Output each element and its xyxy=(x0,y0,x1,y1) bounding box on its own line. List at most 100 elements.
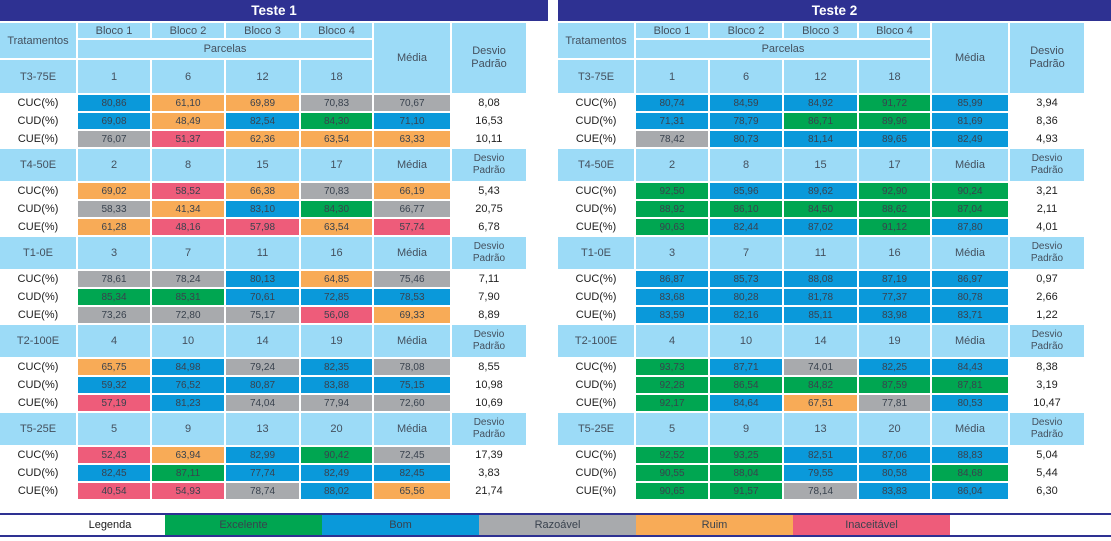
value-cell: 79,24 xyxy=(226,359,299,375)
media-cell: 57,74 xyxy=(374,219,450,235)
value-cell: 88,04 xyxy=(710,465,782,481)
stdev-header: Desvio Padrão xyxy=(1010,237,1084,269)
row-label: CUD(%) xyxy=(558,289,634,305)
value-cell: 85,73 xyxy=(710,271,782,287)
value-cell: 40,54 xyxy=(78,483,150,499)
stdev-cell: 2,11 xyxy=(1010,201,1084,217)
value-cell: 78,61 xyxy=(78,271,150,287)
media-cell: 63,33 xyxy=(374,131,450,147)
row-label: CUC(%) xyxy=(558,271,634,287)
parcel-cell: 19 xyxy=(859,325,930,357)
stdev-cell: 6,78 xyxy=(452,219,526,235)
bloco-header: Bloco 4 xyxy=(301,23,372,38)
legend-label: Legenda xyxy=(55,515,165,535)
parcel-cell: 4 xyxy=(636,325,708,357)
grid-teste-2: Tratamentos Bloco 1 Bloco 2 Bloco 3 Bloco 4 P… xyxy=(558,23,1111,499)
media-cell: 81,69 xyxy=(932,113,1008,129)
value-cell: 91,72 xyxy=(859,95,930,111)
row-label: CUC(%) xyxy=(0,271,76,287)
media-cell: 80,53 xyxy=(932,395,1008,411)
stdev-cell: 4,01 xyxy=(1010,219,1084,235)
tratamentos-header: Tratamentos xyxy=(558,23,634,58)
media-cell: 88,83 xyxy=(932,447,1008,463)
row-label: CUE(%) xyxy=(0,307,76,323)
value-cell: 78,79 xyxy=(710,113,782,129)
treatment-cell: T3-75E xyxy=(0,60,76,93)
test-tables: Teste 1 Tratamentos Bloco 1 Bloco 2 Bloco 3… xyxy=(0,0,1111,499)
value-cell: 92,52 xyxy=(636,447,708,463)
test-title-2: Teste 2 xyxy=(558,0,1111,21)
parcel-cell: 20 xyxy=(301,413,372,445)
legend-item-razoavel: Razoável xyxy=(479,515,636,535)
row-label: CUD(%) xyxy=(0,289,76,305)
media-cell: 87,81 xyxy=(932,377,1008,393)
parcel-cell: 5 xyxy=(636,413,708,445)
value-cell: 86,87 xyxy=(636,271,708,287)
row-label: CUE(%) xyxy=(558,131,634,147)
media-cell: 66,77 xyxy=(374,201,450,217)
stdev-cell: 8,08 xyxy=(452,95,526,111)
value-cell: 92,90 xyxy=(859,183,930,199)
value-cell: 74,01 xyxy=(784,359,857,375)
media-cell: 83,71 xyxy=(932,307,1008,323)
value-cell: 62,36 xyxy=(226,131,299,147)
stdev-cell: 1,22 xyxy=(1010,307,1084,323)
media-cell: 82,45 xyxy=(374,465,450,481)
legend-bottom-line xyxy=(0,535,1111,537)
parcel-cell: 8 xyxy=(152,149,224,181)
parcel-cell: 8 xyxy=(710,149,782,181)
media-cell: 84,43 xyxy=(932,359,1008,375)
value-cell: 57,19 xyxy=(78,395,150,411)
media-cell: 86,97 xyxy=(932,271,1008,287)
value-cell: 77,37 xyxy=(859,289,930,305)
value-cell: 73,26 xyxy=(78,307,150,323)
value-cell: 72,85 xyxy=(301,289,372,305)
row-label: CUC(%) xyxy=(0,95,76,111)
value-cell: 92,28 xyxy=(636,377,708,393)
value-cell: 81,23 xyxy=(152,395,224,411)
media-header: Média xyxy=(932,237,1008,269)
row-label: CUC(%) xyxy=(558,359,634,375)
row-label: CUD(%) xyxy=(558,377,634,393)
stdev-cell: 3,83 xyxy=(452,465,526,481)
value-cell: 87,19 xyxy=(859,271,930,287)
value-cell: 86,71 xyxy=(784,113,857,129)
value-cell: 78,24 xyxy=(152,271,224,287)
parcelas-header: Parcelas xyxy=(636,40,930,58)
stdev-header: Desvio Padrão xyxy=(1010,325,1084,357)
row-label: CUE(%) xyxy=(0,395,76,411)
media-header: Média xyxy=(374,325,450,357)
stdev-cell: 8,38 xyxy=(1010,359,1084,375)
value-cell: 93,73 xyxy=(636,359,708,375)
stdev-cell: 21,74 xyxy=(452,483,526,499)
parcel-cell: 2 xyxy=(636,149,708,181)
parcel-cell: 9 xyxy=(152,413,224,445)
value-cell: 80,13 xyxy=(226,271,299,287)
media-cell: 82,49 xyxy=(932,131,1008,147)
value-cell: 88,08 xyxy=(784,271,857,287)
treatment-cell: T5-25E xyxy=(558,413,634,445)
value-cell: 90,63 xyxy=(636,219,708,235)
value-cell: 77,81 xyxy=(859,395,930,411)
value-cell: 80,28 xyxy=(710,289,782,305)
parcel-cell: 11 xyxy=(784,237,857,269)
value-cell: 83,68 xyxy=(636,289,708,305)
value-cell: 93,25 xyxy=(710,447,782,463)
bloco-header: Bloco 2 xyxy=(152,23,224,38)
value-cell: 69,89 xyxy=(226,95,299,111)
row-label: CUD(%) xyxy=(0,201,76,217)
value-cell: 70,83 xyxy=(301,183,372,199)
media-cell: 69,33 xyxy=(374,307,450,323)
parcel-cell: 19 xyxy=(301,325,372,357)
value-cell: 63,54 xyxy=(301,219,372,235)
parcel-cell: 14 xyxy=(784,325,857,357)
stdev-cell: 7,90 xyxy=(452,289,526,305)
stdev-cell: 3,21 xyxy=(1010,183,1084,199)
parcel-cell: 13 xyxy=(226,413,299,445)
value-cell: 90,42 xyxy=(301,447,372,463)
parcel-cell: 11 xyxy=(226,237,299,269)
value-cell: 67,51 xyxy=(784,395,857,411)
stdev-header: Desvio Padrão xyxy=(452,237,526,269)
stdev-cell: 5,43 xyxy=(452,183,526,199)
bloco-header: Bloco 3 xyxy=(226,23,299,38)
